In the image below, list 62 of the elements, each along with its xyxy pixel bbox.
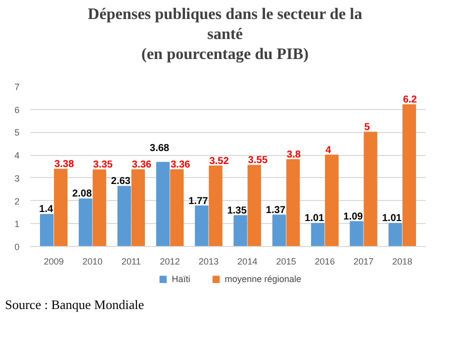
bar [40, 214, 54, 246]
data-label: 1.77 [188, 196, 208, 207]
x-tick-label: 2010 [82, 256, 102, 266]
bar [194, 206, 208, 246]
bar [402, 104, 416, 246]
bar [248, 164, 262, 246]
x-tick-label: 2018 [392, 256, 412, 266]
bar [325, 154, 339, 246]
bar [117, 186, 131, 246]
bar [272, 214, 286, 246]
legend-label: Haïti [172, 274, 192, 284]
bar [208, 166, 222, 246]
x-tick-label: 2011 [122, 256, 141, 266]
x-tick-label: 2014 [237, 256, 258, 266]
y-tick-label: 4 [14, 150, 20, 161]
x-tick-label: 2012 [160, 256, 180, 266]
source-note: Source : Banque Mondiale [5, 296, 144, 314]
legend-label: moyenne régionale [224, 274, 302, 284]
chart-title: Dépenses publiques dans le secteur de la santé (en pourcentage du PIB) [88, 5, 362, 65]
bar [131, 169, 145, 246]
bar [364, 132, 378, 246]
data-label: 1.01 [382, 213, 402, 224]
x-tick-label: 2016 [314, 256, 335, 266]
y-tick-label: 2 [14, 196, 20, 206]
y-tick-label: 7 [14, 82, 20, 92]
x-tick-label: 2017 [354, 256, 374, 266]
data-label: 5 [364, 122, 370, 133]
data-label: 4 [326, 144, 332, 156]
bar [286, 159, 300, 246]
y-tick-label: 6 [14, 104, 20, 115]
bar [388, 222, 402, 246]
data-label: 1.35 [227, 205, 248, 216]
y-tick-label: 5 [14, 128, 20, 138]
data-label: 3.36 [170, 159, 191, 170]
data-label: 3.38 [54, 158, 74, 170]
data-label: 3.68 [150, 142, 170, 154]
bar [170, 169, 184, 246]
bar [311, 222, 325, 246]
x-tick-label: 2015 [276, 256, 296, 266]
bar [350, 221, 364, 246]
data-label: 3.8 [286, 149, 302, 160]
bar [234, 215, 248, 246]
data-label: 2.63 [111, 176, 131, 188]
data-label: 3.52 [209, 156, 230, 167]
data-label: 1.4 [39, 204, 54, 216]
x-tick-label: 2009 [44, 256, 64, 266]
y-tick-label: 0 [14, 242, 20, 252]
data-label: 1.37 [266, 204, 286, 216]
data-label: 2.08 [72, 188, 92, 200]
bar [92, 169, 106, 246]
y-tick-label: 3 [14, 173, 20, 184]
x-tick-label: 2013 [198, 256, 219, 266]
data-label: 1.01 [304, 213, 325, 224]
data-label: 1.09 [343, 211, 364, 222]
bar [54, 168, 68, 246]
bar [156, 162, 170, 246]
bar [78, 198, 92, 246]
data-label: 6.2 [402, 94, 418, 106]
y-tick-label: 1 [14, 219, 20, 230]
data-label: 3.36 [132, 159, 152, 170]
data-label: 3.55 [248, 155, 268, 166]
data-label: 3.35 [93, 160, 114, 171]
